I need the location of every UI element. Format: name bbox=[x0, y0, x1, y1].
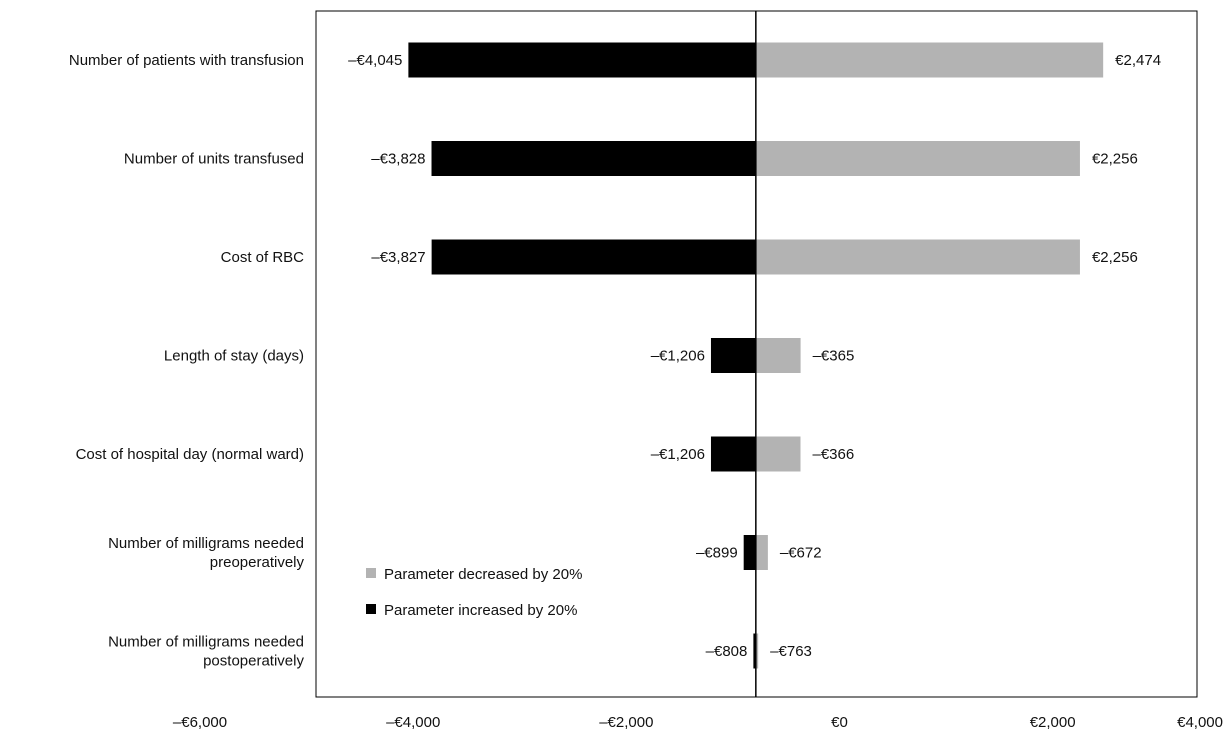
category-label-line: Number of units transfused bbox=[124, 151, 304, 168]
category-label-line: Number of patients with transfusion bbox=[69, 52, 304, 69]
data-label-increased: –€3,828 bbox=[371, 151, 425, 168]
legend-swatch-increased bbox=[366, 604, 376, 614]
x-tick-label: –€2,000 bbox=[599, 714, 653, 731]
category-label: Cost of RBC bbox=[221, 249, 305, 266]
value-labels: €2,474 –€4,045 €2,256 –€3,828 €2,256 –€3,827 –… bbox=[348, 52, 1161, 660]
category-label-line: preoperatively bbox=[210, 554, 305, 571]
category-label-line: Cost of RBC bbox=[221, 249, 305, 266]
data-label-increased: –€808 bbox=[706, 643, 748, 660]
x-axis-tick-labels: –€6,000 –€4,000 –€2,000 €0 €2,000 €4,000 bbox=[173, 714, 1223, 731]
data-label-decreased: €2,256 bbox=[1092, 249, 1138, 266]
category-label: Length of stay (days) bbox=[164, 348, 304, 365]
data-label-decreased: –€366 bbox=[812, 446, 854, 463]
category-label-line: Number of milligrams needed bbox=[108, 634, 304, 651]
data-label-decreased: –€763 bbox=[770, 643, 812, 660]
legend: Parameter decreased by 20% Parameter inc… bbox=[366, 566, 582, 619]
data-label-increased: –€1,206 bbox=[651, 348, 705, 365]
data-label-increased: –€4,045 bbox=[348, 52, 402, 69]
category-label-line: postoperatively bbox=[203, 653, 304, 670]
category-label: Number of patients with transfusion bbox=[69, 52, 304, 69]
category-label: Number of milligrams needed preoperativel… bbox=[108, 535, 304, 571]
category-label: Number of units transfused bbox=[124, 151, 304, 168]
data-label-increased: –€899 bbox=[696, 545, 738, 562]
category-label: Cost of hospital day (normal ward) bbox=[76, 446, 304, 463]
bar-increased bbox=[710, 436, 756, 472]
bar-increased bbox=[753, 633, 756, 669]
legend-swatch-decreased bbox=[366, 568, 376, 578]
x-tick-label: €2,000 bbox=[1030, 714, 1076, 731]
bar-increased bbox=[431, 239, 756, 275]
bar-decreased bbox=[755, 239, 1080, 275]
bar-decreased bbox=[755, 633, 759, 669]
category-label-line: Number of milligrams needed bbox=[108, 535, 304, 552]
bars-layer bbox=[408, 42, 1104, 669]
data-label-increased: –€1,206 bbox=[651, 446, 705, 463]
bar-decreased bbox=[755, 141, 1080, 176]
x-tick-label: €4,000 bbox=[1177, 714, 1223, 731]
bar-decreased bbox=[755, 535, 768, 570]
data-label-increased: –€3,827 bbox=[371, 249, 425, 266]
bar-increased bbox=[408, 42, 756, 78]
bar-increased bbox=[743, 535, 756, 570]
bar-increased bbox=[710, 338, 756, 373]
data-label-decreased: –€672 bbox=[780, 545, 822, 562]
legend-label-increased: Parameter increased by 20% bbox=[384, 602, 577, 619]
bar-decreased bbox=[755, 338, 801, 373]
category-label-line: Length of stay (days) bbox=[164, 348, 304, 365]
x-tick-label: –€6,000 bbox=[173, 714, 227, 731]
legend-label-decreased: Parameter decreased by 20% bbox=[384, 566, 582, 583]
data-label-decreased: €2,256 bbox=[1092, 151, 1138, 168]
x-tick-label: –€4,000 bbox=[386, 714, 440, 731]
category-labels: Number of patients with transfusion Numbe… bbox=[69, 52, 305, 670]
bar-increased bbox=[431, 141, 756, 176]
data-label-decreased: €2,474 bbox=[1115, 52, 1161, 69]
bar-decreased bbox=[755, 436, 801, 472]
bar-decreased bbox=[755, 42, 1104, 78]
category-label-line: Cost of hospital day (normal ward) bbox=[76, 446, 304, 463]
data-label-decreased: –€365 bbox=[813, 348, 855, 365]
category-label: Number of milligrams needed postoperative… bbox=[108, 634, 304, 670]
x-tick-label: €0 bbox=[831, 714, 848, 731]
